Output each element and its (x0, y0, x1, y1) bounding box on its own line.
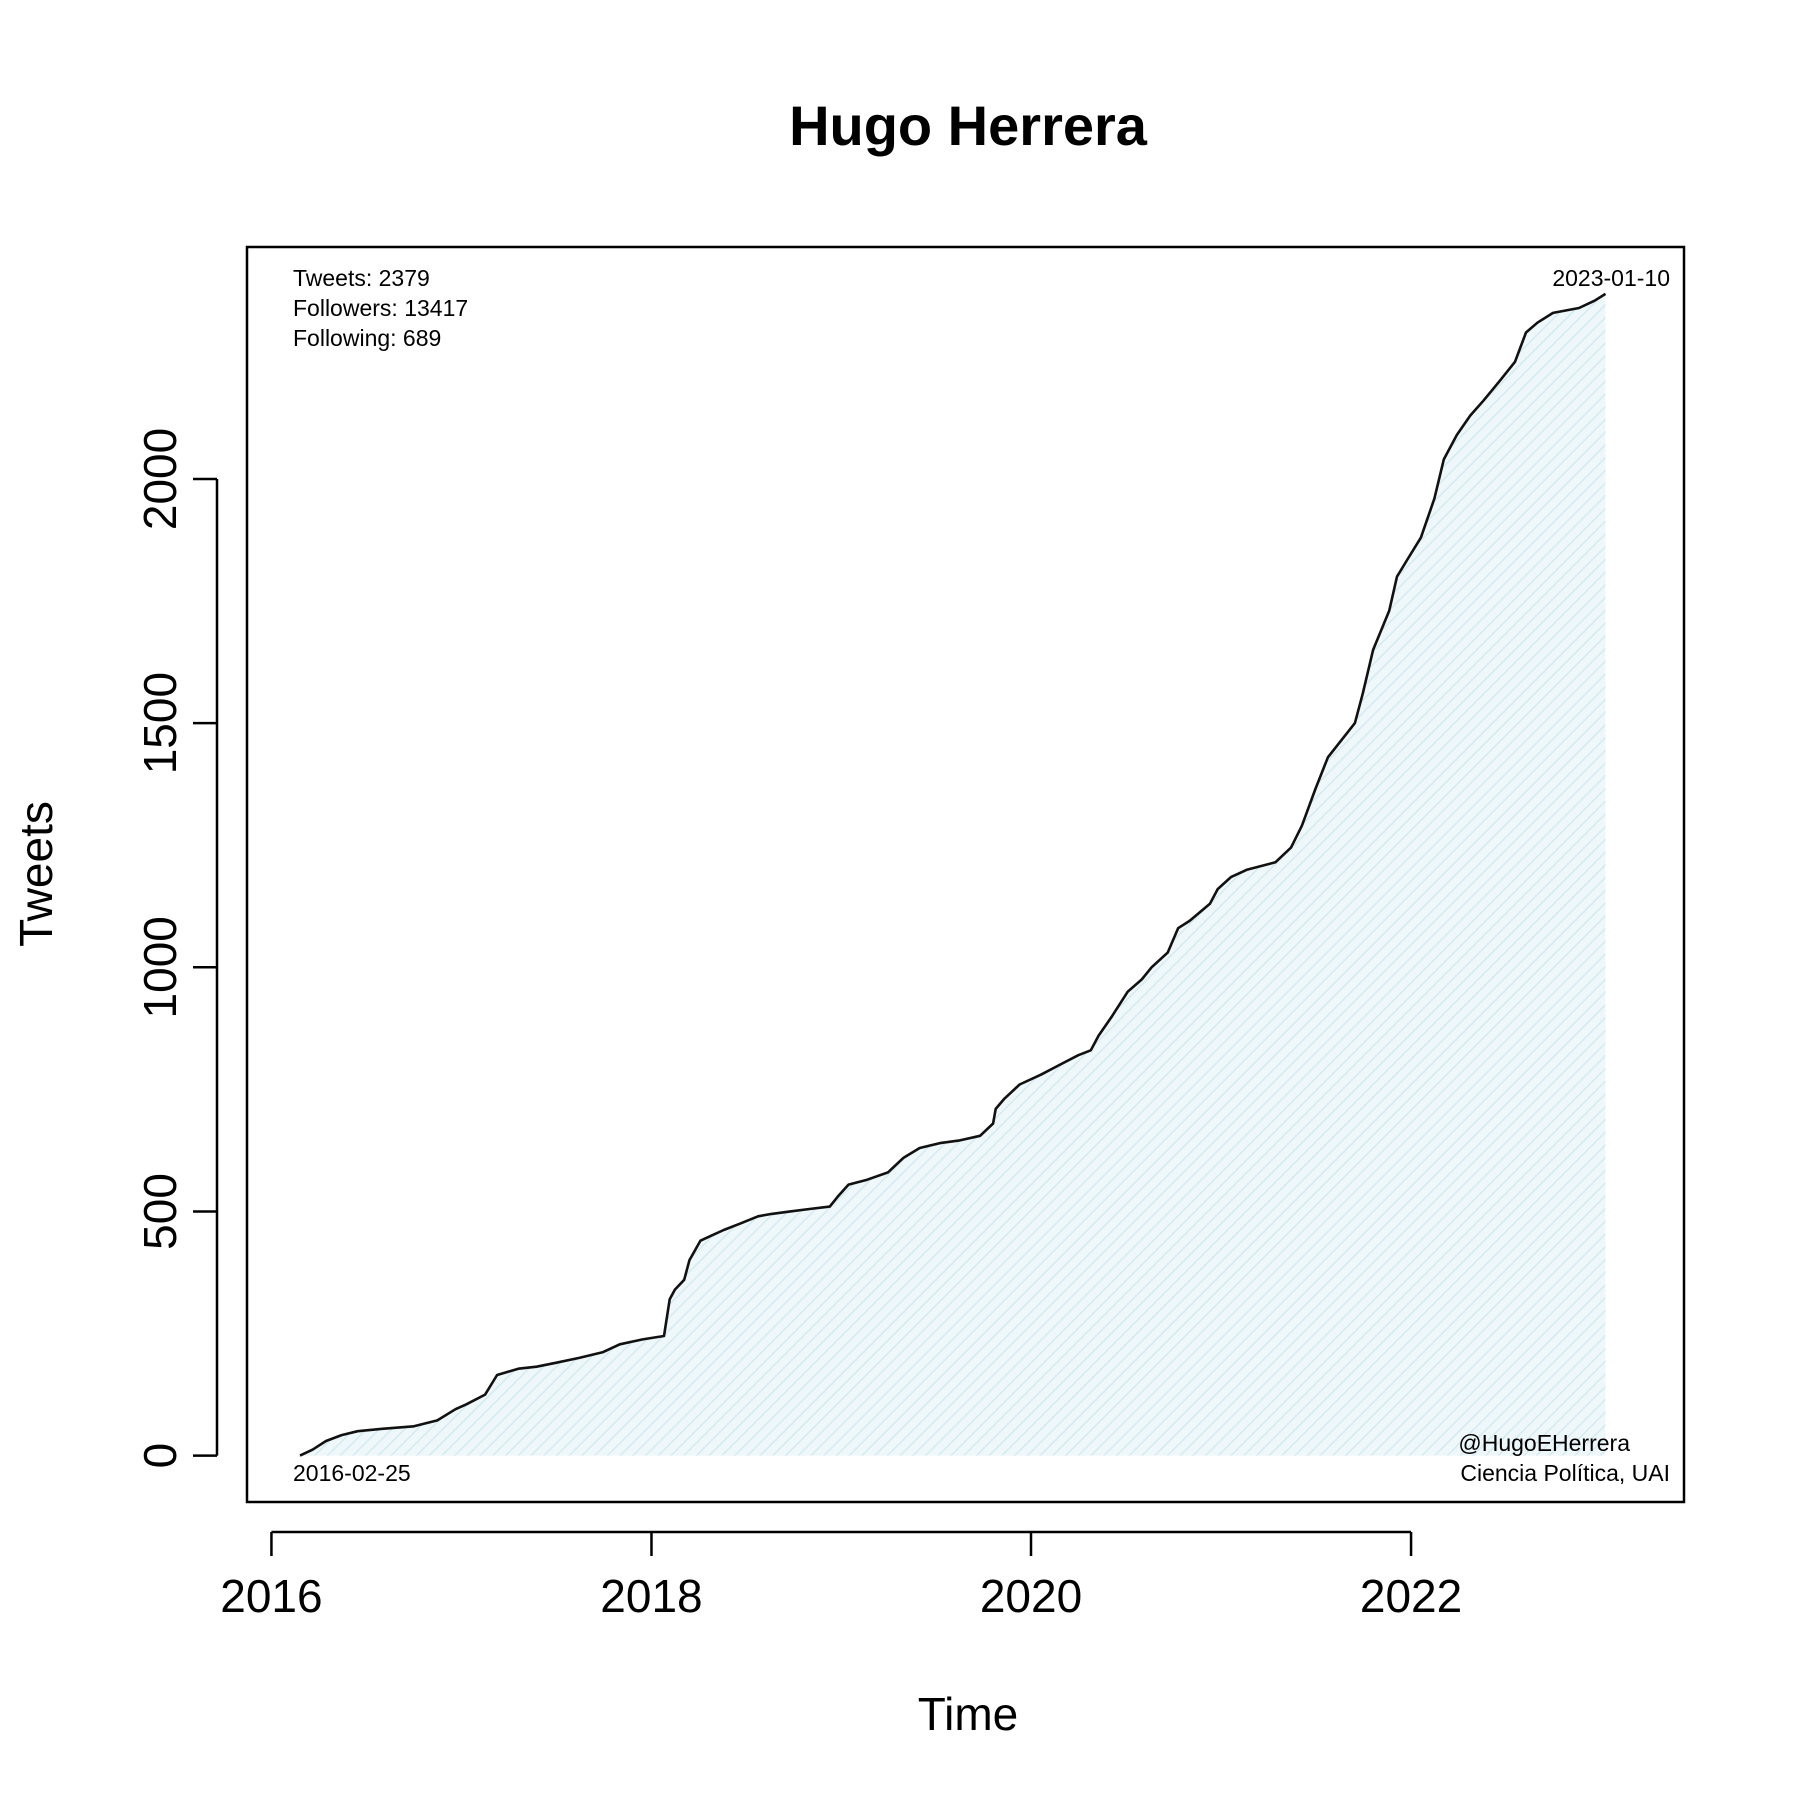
y-tick-label: 500 (134, 1173, 186, 1250)
x-tick-label: 2016 (220, 1570, 322, 1622)
stat-following: Following: 689 (293, 325, 441, 351)
end-date-label: 2023-01-10 (1552, 265, 1670, 291)
series-line (299, 292, 1607, 1457)
series-area-fill (300, 293, 1606, 1456)
y-axis: 0 500 1000 1500 2000 (134, 428, 219, 1469)
chart-title: Hugo Herrera (789, 94, 1148, 157)
x-tick-label: 2020 (980, 1570, 1082, 1622)
y-tick-label: 1500 (134, 672, 186, 774)
y-tick-label: 2000 (134, 428, 186, 530)
credit-handle: @HugoEHerrera (1458, 1430, 1630, 1456)
y-tick-label: 0 (134, 1443, 186, 1469)
stat-tweets: Tweets: 2379 (293, 265, 430, 291)
credit-affiliation: Ciencia Política, UAI (1460, 1460, 1670, 1486)
x-tick-label: 2022 (1360, 1570, 1462, 1622)
x-axis-title: Time (918, 1688, 1019, 1740)
start-date-label: 2016-02-25 (293, 1460, 411, 1486)
plot-frame (245, 245, 1686, 1504)
y-axis-title: Tweets (10, 801, 62, 947)
plot-area (245, 245, 1686, 1504)
x-tick-label: 2018 (600, 1570, 702, 1622)
y-tick-label: 1000 (134, 916, 186, 1018)
x-axis: 2016 2018 2020 2022 (220, 1530, 1462, 1622)
stat-followers: Followers: 13417 (293, 295, 468, 321)
